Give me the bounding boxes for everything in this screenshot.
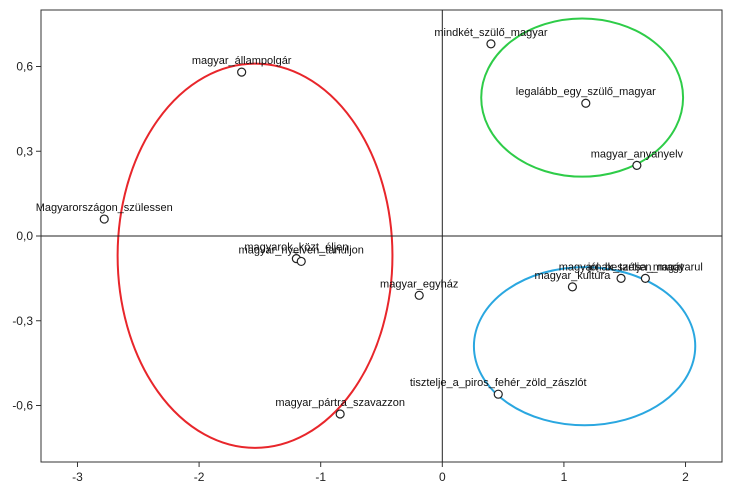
x-tick-label: -3: [72, 470, 83, 484]
x-tick-label: 2: [682, 470, 689, 484]
data-point-label: tisztelje_a_piros_fehér_zöld_zászlót: [410, 377, 587, 389]
data-point-label: magyarnak_tartsa_magát: [559, 261, 684, 273]
y-axis: 0,6 0,3 0,0 -0,3 -0,6: [12, 60, 41, 413]
y-tick-label: -0,3: [12, 314, 33, 328]
data-point: [486, 39, 496, 49]
cluster-ellipse-1: [480, 17, 685, 178]
data-point-label: magyar_kultúra: [535, 270, 612, 282]
y-tick-label: 0,3: [16, 144, 33, 158]
y-tick-label: -0,6: [12, 399, 33, 413]
data-point-label: magyar_egyház: [380, 278, 458, 290]
data-point: [335, 409, 345, 419]
data-point: [99, 214, 109, 224]
data-point-label: jól_beszéljen_magyarul: [587, 261, 703, 273]
x-tick-label: -1: [315, 470, 326, 484]
data-point-label: mindkét_szülő_magyar: [434, 27, 547, 39]
data-point-label: magyar_nyelven_tanuljon: [239, 244, 364, 256]
x-tick-label: 1: [561, 470, 568, 484]
x-axis: -3 -2 -1 0 1 2: [72, 462, 689, 484]
x-tick-label: 0: [439, 470, 446, 484]
data-point: [493, 389, 503, 399]
data-point-label: magyar_állampolgár: [192, 55, 292, 67]
data-point: [581, 98, 591, 108]
data-point: [632, 160, 642, 170]
data-points: mindkét_szülő_magyar legalább_egy_szülő_m…: [36, 27, 703, 419]
data-point-label: Magyarországon_szülessen: [36, 202, 173, 214]
data-point-label: legalább_egy_szülő_magyar: [516, 86, 656, 98]
y-tick-label: 0,0: [16, 229, 33, 243]
data-point-label: magyarok_közt_éljen: [244, 242, 348, 254]
data-point-label: magyar_pártra_szavazzon: [275, 397, 405, 409]
cluster-ellipse-0: [116, 62, 394, 449]
cluster-ellipses: [116, 17, 697, 449]
data-point: [640, 273, 650, 283]
data-point-label: magyar_anyanyelv: [591, 148, 684, 160]
x-tick-label: -2: [194, 470, 205, 484]
data-point: [237, 67, 247, 77]
reference-lines: [41, 10, 722, 462]
data-point: [567, 282, 578, 292]
data-point: [296, 256, 306, 267]
data-point: [616, 273, 626, 283]
cluster-ellipse-2: [472, 266, 697, 427]
data-point: [414, 290, 424, 300]
y-tick-label: 0,6: [16, 60, 33, 74]
